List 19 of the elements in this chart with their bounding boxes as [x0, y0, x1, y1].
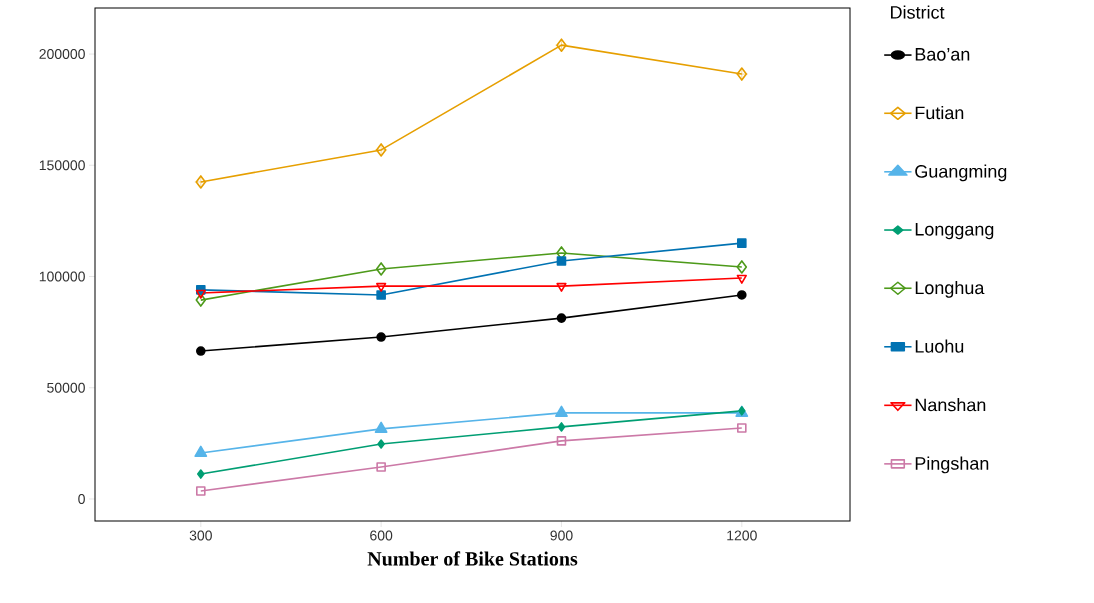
legend-title: District	[891, 5, 945, 19]
legend-label: Pingshan	[915, 456, 989, 474]
legend-label: Luohu	[915, 339, 964, 353]
y-tick-label: 150000	[39, 160, 85, 171]
y-tick-label: 100000	[39, 271, 85, 282]
legend-label: Guangming	[915, 164, 1007, 182]
y-tick-label: 50000	[47, 382, 85, 393]
x-tick-label: 600	[370, 530, 393, 541]
x-tick-label: 900	[550, 530, 573, 541]
legend-label: Longgang	[915, 223, 994, 240]
y-tick-label: 200000	[39, 49, 85, 60]
x-tick-label: 300	[189, 530, 212, 541]
legend-label: Nanshan	[915, 398, 986, 412]
x-axis-title: Number of Bike Stations	[367, 551, 578, 566]
x-tick-label: 1200	[727, 530, 757, 541]
y-tick-label: 0	[78, 494, 85, 504]
legend-label: Longhua	[915, 280, 985, 298]
legend-label: Bao’an	[915, 48, 970, 61]
legend-label: Futian	[915, 105, 964, 120]
